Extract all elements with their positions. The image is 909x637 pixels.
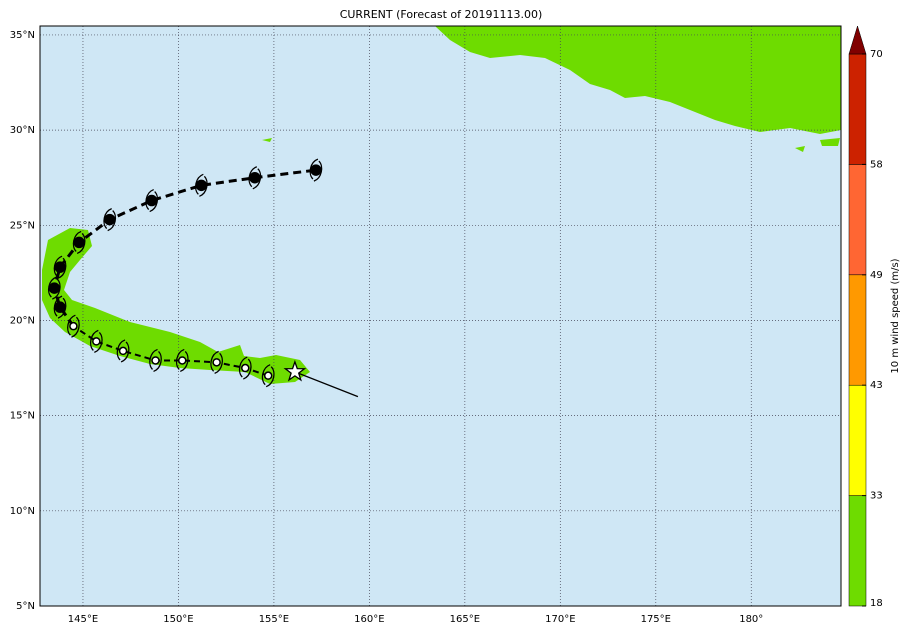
colorbar-label: 10 m wind speed (m/s) [890, 258, 901, 373]
map-frame [39, 25, 842, 607]
lon-tick-label: 170°E [545, 614, 575, 625]
map-title: CURRENT (Forecast of 20191113.00) [340, 8, 543, 21]
colorbar-tick-label: 33 [870, 491, 883, 502]
storm-symbol [89, 329, 103, 354]
colorbar: 18 33 43 49 58 70 [848, 25, 883, 609]
colorbar-segment [848, 164, 867, 276]
current-position [283, 359, 307, 382]
past-position [69, 321, 78, 331]
colorbar-tick-label: 49 [870, 270, 883, 281]
lat-tick-label: 30°N [10, 125, 35, 136]
past-position [151, 356, 160, 365]
lon-tick-label: 150°E [163, 614, 193, 625]
forecast-track [52, 168, 317, 328]
colorbar-tick-label: 58 [870, 159, 883, 170]
forecast-position [48, 282, 61, 294]
lon-tick-label: 165°E [450, 614, 480, 625]
past-position [212, 358, 221, 367]
storm-symbol [67, 314, 80, 338]
past-position [178, 356, 187, 365]
colorbar-segment [848, 495, 867, 607]
forecast-position [103, 213, 116, 226]
lat-tick-label: 25°N [10, 220, 35, 231]
motion-vector [294, 371, 359, 398]
lat-tick-label: 5°N [16, 601, 35, 612]
grid [40, 26, 841, 607]
colorbar-segment [848, 384, 867, 496]
lat-tick-label: 20°N [10, 315, 35, 326]
lat-tick-label: 10°N [10, 506, 35, 517]
lon-tick-label: 160°E [354, 614, 384, 625]
storm-symbol [116, 339, 130, 363]
lon-tick-label: 175°E [641, 614, 671, 625]
forecast-position [73, 236, 85, 249]
lat-tick-label: 35°N [10, 30, 35, 41]
lon-tick-label: 180° [739, 614, 763, 625]
colorbar-segment [848, 53, 867, 165]
forecast-position [310, 164, 322, 176]
forecast-position [249, 171, 261, 184]
colorbar-segment [848, 274, 867, 386]
colorbar-tick-label: 70 [870, 49, 883, 60]
lon-tick-label: 155°E [259, 614, 289, 625]
forecast-position [54, 261, 66, 273]
past-track [72, 325, 269, 377]
past-position [263, 371, 273, 380]
storm-symbol [149, 348, 162, 373]
storm-symbol [238, 356, 252, 380]
colorbar-tick-label: 43 [870, 380, 883, 391]
lat-tick-label: 15°N [10, 411, 35, 422]
storm-symbol [261, 364, 275, 388]
forecast-position [54, 301, 66, 313]
colorbar-extension [848, 25, 867, 55]
past-position [92, 337, 101, 346]
lon-tick-label: 145°E [68, 614, 98, 625]
colorbar-tick-label: 18 [870, 598, 883, 609]
past-position [118, 346, 128, 356]
ocean [40, 26, 841, 606]
storm-symbol [210, 350, 223, 374]
forecast-position [145, 194, 158, 207]
past-position [241, 363, 250, 373]
forecast-position [195, 179, 208, 192]
track [47, 158, 359, 398]
storm-symbol [175, 348, 189, 373]
